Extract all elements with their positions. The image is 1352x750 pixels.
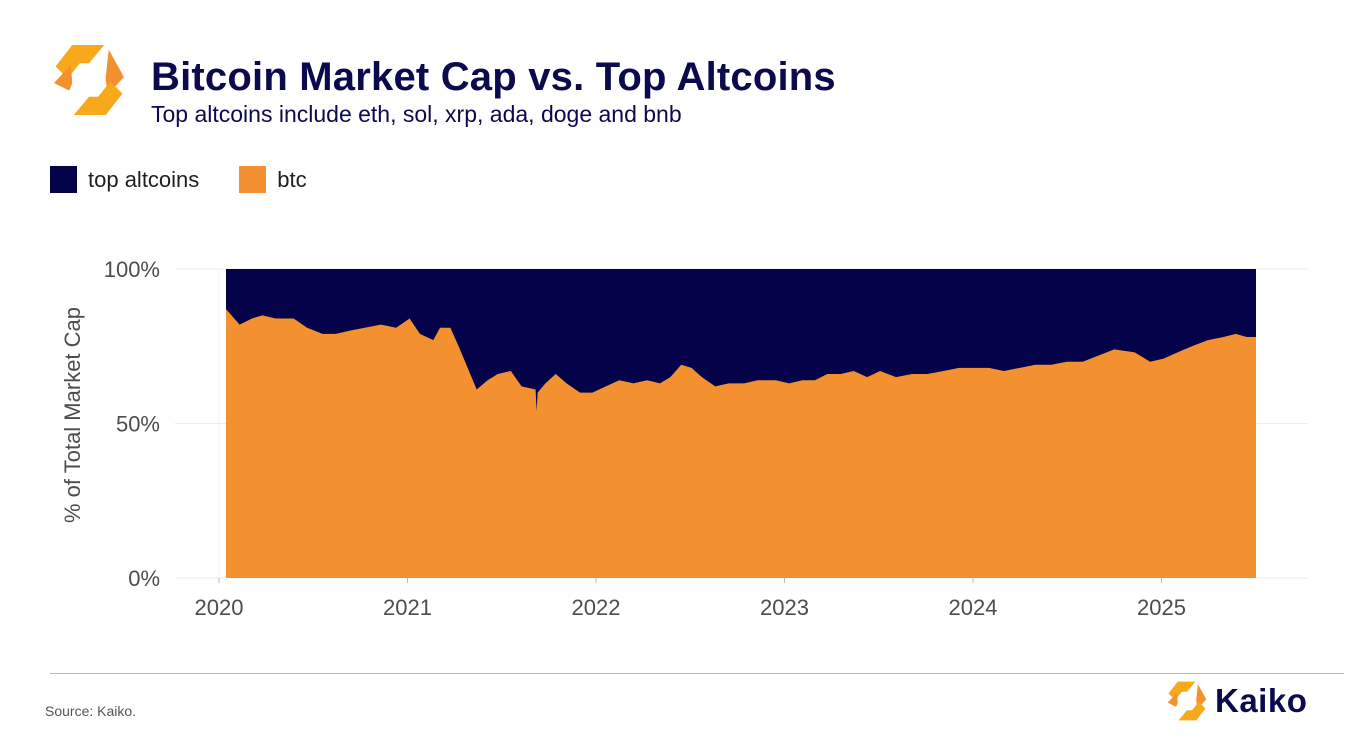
x-tick-label: 2021 xyxy=(383,595,432,620)
chart-subtitle: Top altcoins include eth, sol, xrp, ada,… xyxy=(151,101,682,127)
brand-name: Kaiko xyxy=(1215,682,1308,719)
legend-label-btc: btc xyxy=(277,166,307,192)
legend-label-top-altcoins: top altcoins xyxy=(88,166,200,192)
x-tick-label: 2024 xyxy=(949,595,998,620)
legend-item-top-altcoins: top altcoins xyxy=(50,166,199,193)
legend: top altcoins btc xyxy=(50,166,347,193)
legend-item-btc: btc xyxy=(239,166,307,193)
y-tick-label: 50% xyxy=(116,412,160,437)
chart-areas xyxy=(226,269,1256,578)
footer-divider xyxy=(50,673,1344,674)
y-tick-label: 100% xyxy=(104,257,160,282)
x-tick-label: 2022 xyxy=(572,595,621,620)
market-cap-chart: 0% 50% 100% 2020 2021 2022 2023 2024 2025 % of … xyxy=(60,257,1308,620)
legend-swatch-btc xyxy=(239,166,267,193)
legend-swatch-top-altcoins xyxy=(50,166,77,193)
series-area-btc xyxy=(226,309,1256,578)
chart-title: Bitcoin Market Cap vs. Top Altcoins xyxy=(151,55,836,99)
y-axis-ticks: 0% 50% 100% xyxy=(104,257,160,591)
source-note: Source: Kaiko. xyxy=(45,703,137,719)
x-tick-label: 2023 xyxy=(760,595,809,620)
kaiko-brand-icon xyxy=(1167,681,1207,721)
x-tick-label: 2025 xyxy=(1137,595,1186,620)
x-tick-label: 2020 xyxy=(195,595,244,620)
kaiko-logo-icon xyxy=(54,45,124,115)
y-axis-label: % of Total Market Cap xyxy=(60,307,85,523)
x-axis-ticks: 2020 2021 2022 2023 2024 2025 xyxy=(195,578,1186,620)
kaiko-brand: Kaiko xyxy=(1166,680,1307,722)
y-tick-label: 0% xyxy=(128,566,160,591)
